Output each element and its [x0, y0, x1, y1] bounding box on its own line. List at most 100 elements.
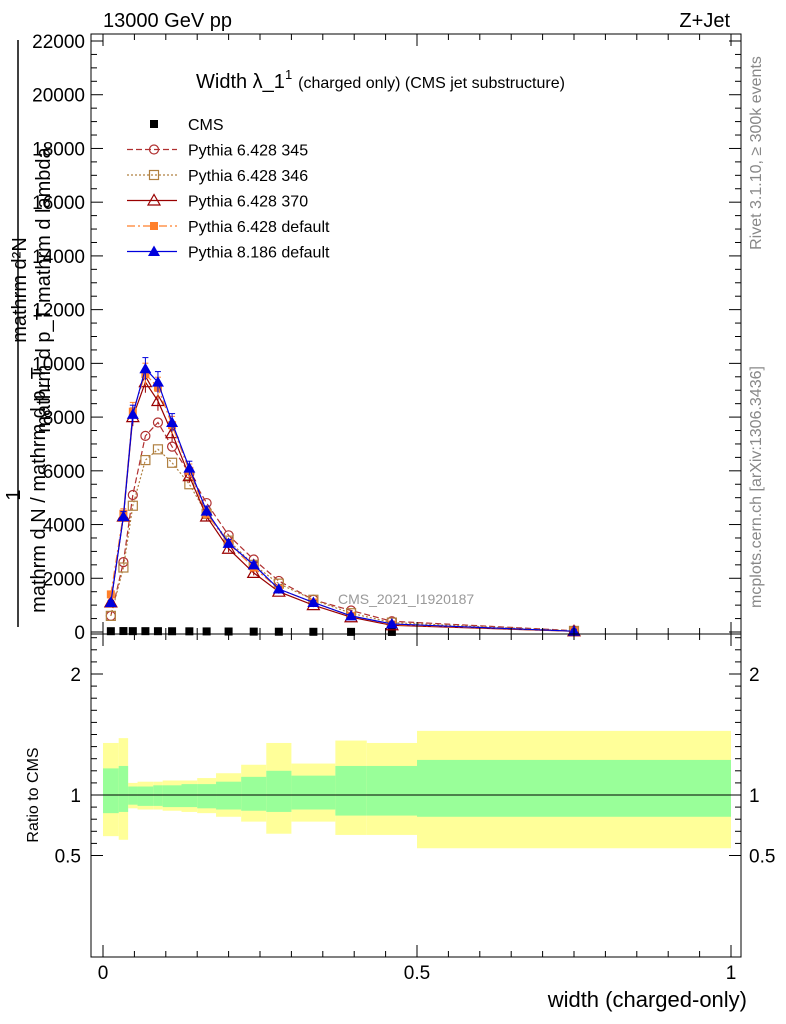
- data-point: [117, 510, 130, 521]
- y-tick-label: 20000: [32, 86, 85, 107]
- data-point: [221, 541, 236, 554]
- data-point: [385, 617, 398, 629]
- ratio-green-band-bin: [128, 786, 138, 805]
- legend-entry: Pythia 8.186 default: [127, 245, 330, 262]
- ratio-green-band-bin: [335, 765, 367, 816]
- y-tick-label: 8000: [43, 408, 85, 429]
- ratio-green-band-bin: [153, 785, 163, 806]
- data-point: [140, 454, 151, 466]
- legend-entry: CMS: [150, 117, 224, 134]
- data-point: [307, 596, 320, 607]
- data-point: [274, 627, 283, 636]
- analysis-watermark: CMS_2021_I1920187: [338, 591, 474, 607]
- data-point: [105, 610, 116, 621]
- data-point: [118, 562, 129, 573]
- ratio-y-tick-label: 2: [70, 665, 81, 686]
- data-point: [202, 627, 211, 636]
- data-point: [166, 416, 179, 427]
- chart-title-main: Width λ_1: [196, 71, 285, 93]
- data-point: [168, 627, 177, 636]
- ratio-green-band-bin: [162, 785, 182, 808]
- ratio-y-tick-label-right: 1: [749, 786, 760, 807]
- data-point: [141, 627, 150, 636]
- data-point: [139, 362, 152, 374]
- legend-label: Pythia 6.428 370: [188, 194, 308, 211]
- ylabel-bottom: mathrm d N / mathrm d p_T: [28, 367, 50, 613]
- ratio-green-band-bin: [103, 768, 119, 814]
- ratio-y-tick-label-right: 0.5: [749, 847, 775, 868]
- data-point: [126, 408, 139, 419]
- data-point: [222, 537, 235, 548]
- ratio-y-tick-label-right: 2: [749, 665, 760, 686]
- header-left: 13000 GeV pp: [103, 10, 232, 32]
- data-point: [128, 627, 137, 636]
- ratio-y-tick-label: 1: [70, 786, 81, 807]
- ratio-green-band-bin: [366, 765, 417, 816]
- ratio-green-band-bin: [241, 776, 267, 811]
- data-point: [166, 457, 178, 468]
- data-point: [387, 627, 396, 636]
- axes: 0 2000 4000 6000 8000 10000 12000 14000 16000 180…: [32, 32, 775, 984]
- data-point: [127, 500, 138, 511]
- x-tick-label: 1: [726, 963, 737, 984]
- legend-label: Pythia 6.428 345: [188, 143, 308, 160]
- data-point: [347, 627, 356, 636]
- legend-marker: [148, 245, 160, 256]
- y-tick-label: 0: [74, 623, 85, 644]
- legend-marker: [148, 144, 160, 155]
- legend-marker: [150, 120, 158, 128]
- data-point: [345, 609, 358, 621]
- data-point: [106, 590, 115, 599]
- legend-label: Pythia 6.428 346: [188, 168, 308, 185]
- x-tick-label: 0: [98, 963, 109, 984]
- data-point: [152, 444, 164, 455]
- ratio-green-band-bin: [216, 781, 242, 810]
- ratio-green-band-bin: [137, 786, 154, 806]
- data-point: [152, 417, 164, 428]
- ratio-green-band-bin: [197, 784, 217, 809]
- mcplots-note: mcplots.cern.ch [arXiv:1306.3436]: [748, 366, 765, 608]
- header-right: Z+Jet: [679, 10, 730, 32]
- ratio-green-band-bin: [291, 775, 336, 810]
- series-line: [110, 421, 575, 632]
- y-tick-label: 14000: [32, 247, 85, 268]
- ylabel-top: mathrm d²N: [9, 237, 31, 343]
- x-axis-label: width (charged-only): [547, 987, 747, 1012]
- series-pythia-8-186-default: [104, 357, 580, 636]
- y-tick-label: 16000: [32, 193, 85, 214]
- data-point: [200, 505, 213, 516]
- chart-title-sub: (charged only) (CMS jet substructure): [298, 75, 565, 92]
- legend-marker: [146, 193, 162, 206]
- legend: CMS Pythia 6.428 345 Pythia 6.428 346 Pythi…: [127, 117, 330, 262]
- data-point: [272, 583, 285, 594]
- legend-entry: Pythia 6.428 370: [127, 193, 308, 211]
- data-point: [119, 627, 128, 636]
- y-tick-label: 18000: [32, 139, 85, 160]
- y-tick-label: 4000: [43, 516, 85, 537]
- legend-label: Pythia 8.186 default: [188, 245, 330, 262]
- data-point: [183, 462, 196, 473]
- data-point: [309, 627, 318, 636]
- data-point: [247, 558, 260, 570]
- ratio-ylabel: Ratio to CMS: [25, 747, 42, 842]
- y-tick-label: 22000: [32, 32, 85, 53]
- data-point: [118, 557, 129, 568]
- ylabel-mid: mathrm d p_T mathrm d lambda: [33, 146, 55, 432]
- legend-entry: Pythia 6.428 default: [127, 219, 330, 236]
- ratio-green-band-bin: [118, 765, 129, 812]
- y-tick-label: 6000: [43, 462, 85, 483]
- series-cms: [106, 627, 578, 636]
- legend-label: CMS: [188, 117, 224, 134]
- ratio-green-band-bin: [266, 770, 292, 812]
- legend-entry: Pythia 6.428 346: [127, 168, 308, 185]
- y-tick-label: 12000: [32, 301, 85, 322]
- data-point: [166, 441, 178, 452]
- data-point: [106, 627, 115, 636]
- ratio-green-band-bin: [181, 784, 198, 808]
- legend-entry: Pythia 6.428 345: [127, 143, 308, 160]
- data-point: [153, 627, 162, 636]
- y-tick-label: 2000: [43, 569, 85, 590]
- data-point: [140, 430, 151, 441]
- y-tick-label: 10000: [32, 354, 85, 375]
